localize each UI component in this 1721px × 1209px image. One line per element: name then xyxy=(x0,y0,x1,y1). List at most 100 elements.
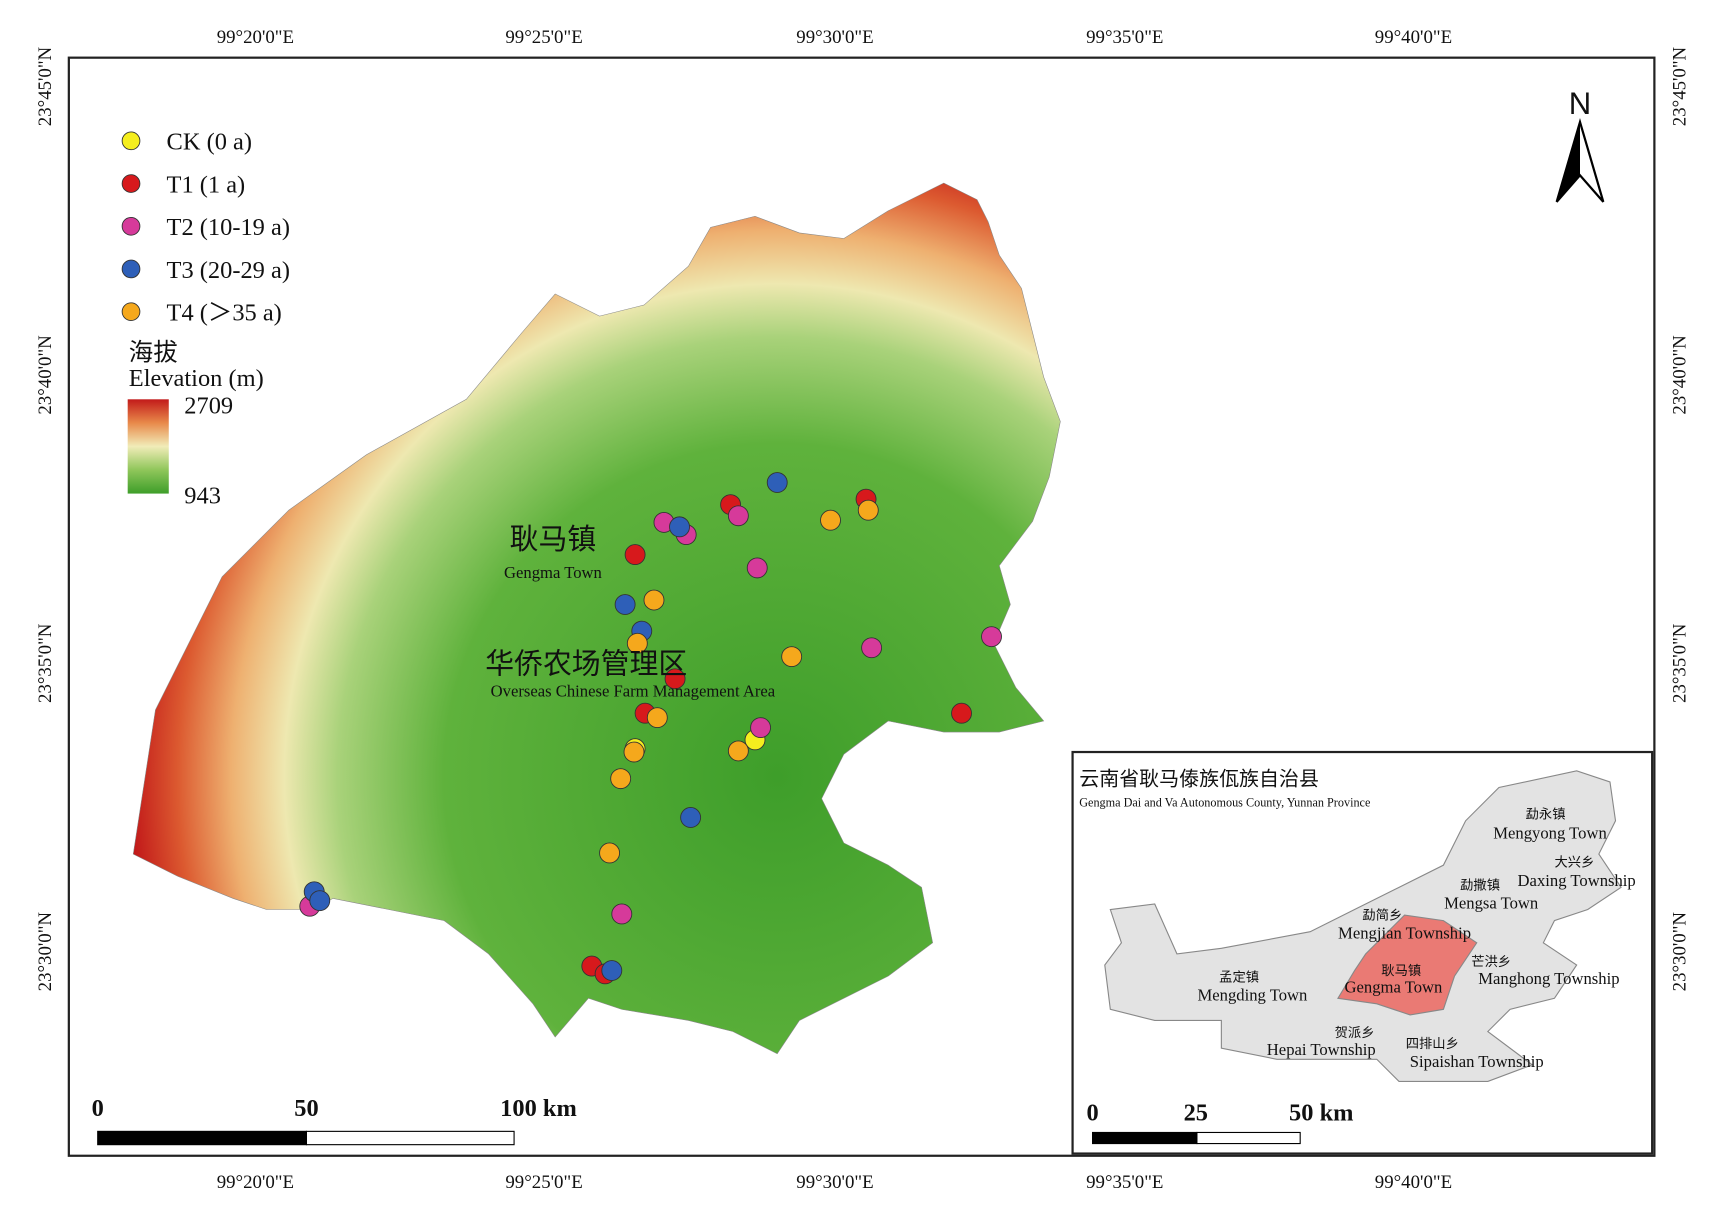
sample-point xyxy=(746,557,768,579)
inset-scale-bar xyxy=(1196,1131,1301,1145)
sample-point xyxy=(750,717,772,739)
longitude-label: 99°30'0"E xyxy=(796,1172,873,1193)
township-en: Hepai Township xyxy=(1267,1040,1376,1059)
sample-point xyxy=(599,842,621,864)
sample-point xyxy=(680,807,702,828)
sample-point xyxy=(981,626,1002,648)
legend-label: CK (0 a) xyxy=(167,129,252,156)
township-zh: 勐简乡 xyxy=(1362,907,1402,923)
longitude-label: 99°20'0"E xyxy=(217,27,294,48)
township-en: Mengsa Town xyxy=(1444,893,1539,912)
sample-point xyxy=(614,594,636,615)
township-zh: 耿马镇 xyxy=(1381,963,1421,978)
sample-point xyxy=(727,740,749,762)
township-en: Mengding Town xyxy=(1198,985,1309,1004)
elevation-max: 2709 xyxy=(184,393,233,420)
inset: 云南省耿马傣族佤族自治县 Gengma Dai and Va Autonomou… xyxy=(1071,750,1654,1155)
graticule: 99°20'0"E 99°20'0"E 99°25'0"E 99°25'0"E 99°3… xyxy=(35,27,1690,1193)
longitude-label: 99°35'0"E xyxy=(1086,27,1163,48)
elevation-ramp xyxy=(127,399,169,494)
legend-label: T3 (20-29 a) xyxy=(167,257,290,284)
latitude-label: 23°45'0"N xyxy=(1669,46,1690,126)
sample-point xyxy=(669,516,690,538)
elevation-min: 943 xyxy=(184,483,221,510)
elevation-title-zh: 海拔 xyxy=(129,339,178,366)
latitude-label: 23°40'0"N xyxy=(1669,335,1690,415)
township-zh: 芒洪乡 xyxy=(1471,954,1511,969)
inset-scale-label: 0 xyxy=(1086,1099,1098,1126)
inset-scale-bar xyxy=(1092,1131,1198,1145)
inset-scale-label: 25 xyxy=(1184,1099,1208,1126)
township-en: Mengyong Town xyxy=(1493,824,1607,843)
scale-bar xyxy=(97,1130,308,1146)
latitude-label: 23°35'0"N xyxy=(35,623,56,703)
sample-point xyxy=(601,960,623,981)
township-en: Manghong Township xyxy=(1478,969,1619,988)
township-zh: 四排山乡 xyxy=(1406,1036,1459,1051)
sample-point xyxy=(610,768,632,790)
sample-point xyxy=(624,544,646,566)
longitude-label: 99°40'0"E xyxy=(1375,27,1452,48)
legend-label: T2 (10-19 a) xyxy=(167,214,290,241)
scale-bar xyxy=(305,1130,515,1146)
scale-label: 0 xyxy=(92,1095,104,1122)
longitude-label: 99°30'0"E xyxy=(796,27,873,48)
sample-point xyxy=(664,668,686,690)
place-zh: 耿马镇 xyxy=(510,524,597,556)
sample-point xyxy=(611,903,633,925)
sample-point xyxy=(727,505,749,527)
north-label: N xyxy=(1569,86,1591,121)
scale-label: 50 xyxy=(294,1095,318,1122)
sample-point xyxy=(643,589,665,611)
legend-swatch xyxy=(121,302,141,321)
place-en: Gengma Town xyxy=(504,563,603,582)
sample-point xyxy=(857,499,879,521)
terrain xyxy=(132,182,1061,1055)
legend-label: T1 (1 a) xyxy=(167,171,246,198)
township-en: Sipaishan Township xyxy=(1410,1052,1544,1071)
sample-point xyxy=(781,646,803,668)
legend-swatch xyxy=(121,259,141,279)
legend-swatch xyxy=(121,131,141,151)
inset-title-zh: 云南省耿马傣族佤族自治县 xyxy=(1079,767,1319,790)
sample-point xyxy=(623,741,645,763)
sample-point xyxy=(951,702,972,724)
longitude-label: 99°25'0"E xyxy=(505,1172,582,1193)
latitude-label: 23°45'0"N xyxy=(35,46,56,126)
latitude-label: 23°30'0"N xyxy=(1669,912,1690,992)
elevation-title-en: Elevation (m) xyxy=(129,365,264,392)
sample-point xyxy=(646,707,668,729)
sample-point xyxy=(861,637,883,659)
place-zh: 华侨农场管理区 xyxy=(485,648,687,680)
latitude-label: 23°35'0"N xyxy=(1669,623,1690,703)
sample-points xyxy=(299,472,1002,985)
township-zh: 勐永镇 xyxy=(1526,807,1566,822)
legend-label: T4 (＞35 a) xyxy=(167,300,282,327)
longitude-label: 99°40'0"E xyxy=(1375,1172,1452,1193)
longitude-label: 99°25'0"E xyxy=(505,27,582,48)
latitude-label: 23°40'0"N xyxy=(35,335,56,415)
legend: CK (0 a) T1 (1 a) T2 (10-19 a) T3 (20-29 a)… xyxy=(121,129,290,327)
legend-swatch xyxy=(121,216,141,236)
sample-point xyxy=(766,472,788,493)
township-en: Gengma Town xyxy=(1345,978,1444,997)
sample-point xyxy=(309,890,331,912)
township-zh: 大兴乡 xyxy=(1554,854,1594,869)
township-en: Daxing Township xyxy=(1518,871,1636,890)
latitude-label: 23°30'0"N xyxy=(35,912,56,992)
legend-swatch xyxy=(121,174,141,193)
sample-point xyxy=(820,509,841,531)
gengma-town xyxy=(1337,914,1478,1016)
township-en: Mengjian Township xyxy=(1338,923,1471,942)
inset-title-en: Gengma Dai and Va Autonomous County, Yun… xyxy=(1079,795,1370,809)
sample-point xyxy=(626,632,648,654)
county-outline xyxy=(1104,770,1622,1082)
inset-scale-label: 50 km xyxy=(1289,1099,1353,1126)
longitude-label: 99°35'0"E xyxy=(1086,1172,1163,1193)
township-zh: 贺派乡 xyxy=(1335,1025,1375,1040)
township-zh: 勐撒镇 xyxy=(1460,878,1500,893)
township-zh: 孟定镇 xyxy=(1219,970,1259,985)
